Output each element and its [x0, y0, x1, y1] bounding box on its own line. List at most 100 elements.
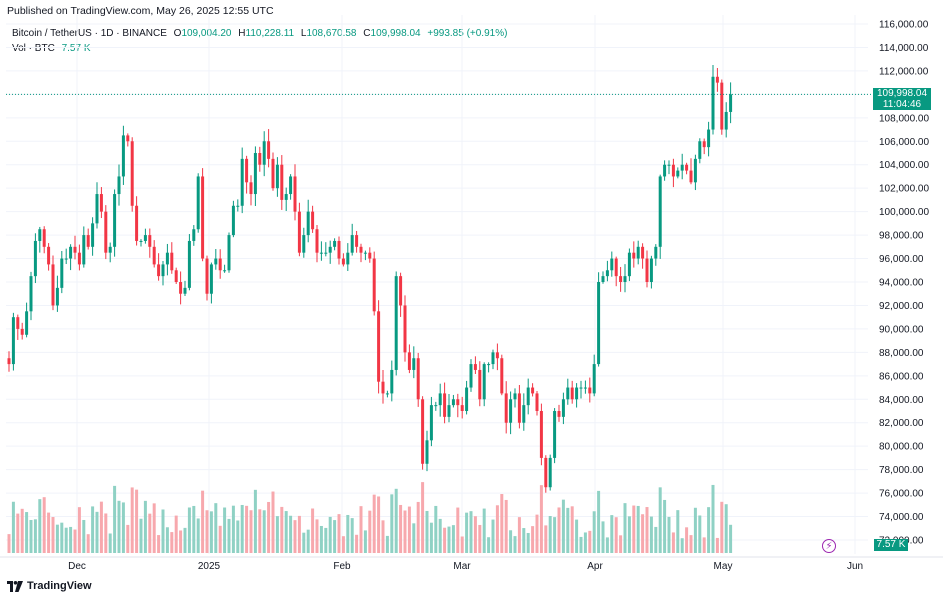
volume-bar [324, 527, 328, 553]
candle-up [187, 240, 191, 288]
volume-bar [425, 510, 429, 553]
volume-bar [231, 505, 235, 553]
candle-up [302, 235, 306, 253]
candle-up [324, 252, 328, 254]
candle-up [60, 258, 64, 288]
y-tick-label: 102,000.00 [879, 184, 929, 195]
volume-bar [51, 517, 55, 553]
volume-bar [152, 503, 156, 553]
candle-down [407, 352, 411, 370]
volume-bar [86, 534, 90, 553]
volume-bar [579, 536, 583, 553]
candle-down [315, 229, 319, 253]
y-tick-label: 92,000.00 [879, 301, 924, 312]
candle-up [363, 252, 367, 254]
volume-bar [517, 517, 521, 553]
candle-up [240, 158, 244, 206]
y-tick-label: 74,000.00 [879, 512, 924, 523]
y-tick-label: 86,000.00 [879, 371, 924, 382]
volume-bar [218, 525, 222, 553]
candle-up [143, 235, 147, 241]
open-label: O [173, 28, 182, 39]
candle-up [649, 258, 653, 282]
volume-bar [390, 494, 394, 553]
candle-down [504, 393, 508, 423]
last-price-value: 109,998.04 [876, 88, 928, 100]
y-tick-label: 106,000.00 [879, 137, 929, 148]
volume-bar [315, 519, 319, 553]
candle-up [223, 270, 227, 272]
volume-bar [368, 510, 372, 553]
volume-bar [253, 489, 257, 553]
candle-up [711, 76, 715, 130]
candle-up [117, 176, 121, 195]
volume-bar [513, 536, 517, 553]
volume-bar [385, 535, 389, 553]
volume-bar [658, 487, 662, 553]
volume-bar [689, 535, 693, 553]
volume-bar [267, 501, 271, 553]
candle-up [113, 194, 117, 247]
volume-bar [729, 524, 733, 553]
y-tick-label: 78,000.00 [879, 465, 924, 476]
volume-bar [478, 524, 482, 553]
candle-up [425, 440, 429, 464]
volume-bar [482, 508, 486, 553]
volume-bar [553, 517, 557, 553]
candle-down [249, 182, 253, 195]
candle-up [108, 246, 112, 253]
candle-down [258, 153, 262, 165]
volume-bar [667, 516, 671, 553]
candle-down [157, 264, 161, 277]
volume-bar [724, 504, 728, 553]
x-tick-label: Mar [453, 561, 471, 572]
candle-up [33, 240, 37, 277]
candle-up [623, 276, 627, 282]
volume-bar [663, 499, 667, 553]
volume-bar [570, 506, 574, 553]
y-tick-label: 96,000.00 [879, 254, 924, 265]
volume-bar [372, 494, 376, 553]
volume-bar [95, 511, 99, 553]
y-tick-label: 84,000.00 [879, 395, 924, 406]
candle-down [170, 252, 174, 271]
candle-up [29, 276, 33, 312]
tradingview-logo[interactable]: TradingView [7, 580, 92, 592]
candle-down [535, 393, 539, 411]
candle-down [359, 246, 363, 253]
lightning-icon[interactable]: ⚡ [822, 539, 836, 553]
volume-bar [179, 530, 183, 553]
y-tick-label: 76,000.00 [879, 489, 924, 500]
volume-bar [64, 527, 68, 553]
candle-up [465, 387, 469, 411]
volume-bar [143, 500, 147, 553]
volume-bar [451, 525, 455, 553]
volume-bar [627, 516, 631, 553]
candle-down [403, 305, 407, 353]
candle-down [152, 246, 156, 265]
volume-bar [99, 501, 103, 553]
candle-up [636, 246, 640, 259]
candle-up [183, 287, 187, 294]
volume-bar [7, 534, 11, 553]
candle-down [99, 194, 103, 212]
candle-up [597, 282, 601, 365]
candle-down [201, 176, 205, 259]
volume-bar [165, 527, 169, 553]
candle-up [69, 246, 73, 259]
y-tick-label: 98,000.00 [879, 231, 924, 242]
volume-bar [434, 505, 438, 553]
volume-bar [707, 507, 711, 553]
candle-down [297, 211, 301, 253]
volume-bar [619, 535, 623, 553]
candle-up [601, 276, 605, 282]
high-label: H [238, 28, 246, 39]
candle-down [20, 328, 24, 335]
volume-bars [7, 482, 733, 553]
volume-bar [205, 510, 209, 553]
volume-bar [271, 491, 275, 553]
volume-bar [249, 510, 253, 553]
candle-down [619, 276, 623, 282]
candle-up [319, 252, 323, 254]
